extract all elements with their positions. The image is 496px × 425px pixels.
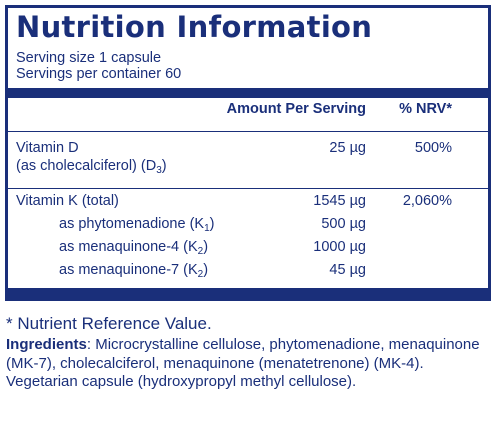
column-header-nrv: % NRV* [399, 101, 452, 117]
ingredients-text: Ingredients: Microcrystalline cellulose,… [6, 336, 490, 392]
column-header-amount: Amount Per Serving [226, 101, 366, 117]
footnote: * Nutrient Reference Value. [6, 314, 212, 333]
nrv-vitamin-k: 2,060% [402, 193, 452, 209]
nutrient-name-phytomenadione: as phytomenadione (K1) [59, 216, 215, 234]
nutrition-panel: Nutrition Information Serving size 1 cap… [5, 5, 491, 301]
nutrient-name-vitamin-k: Vitamin K (total) [16, 193, 119, 209]
amount-phytomenadione: 500 µg [321, 216, 366, 232]
thick-divider-top [8, 88, 488, 98]
divider [8, 131, 488, 132]
nutrient-name-menaquinone-4: as menaquinone-4 (K2) [59, 239, 209, 257]
ingredients-list: : Microcrystalline cellulose, phytomenad… [6, 336, 480, 390]
servings-per-container: Servings per container 60 [16, 66, 182, 82]
ingredients-label: Ingredients [6, 336, 87, 353]
thick-divider-bottom [8, 288, 488, 298]
nrv-vitamin-d: 500% [414, 140, 452, 156]
divider [8, 188, 488, 189]
serving-size: Serving size 1 capsule [16, 50, 162, 66]
amount-vitamin-d: 25 µg [329, 140, 366, 156]
panel-title: Nutrition Information [16, 10, 373, 44]
amount-menaquinone-7: 45 µg [329, 262, 366, 278]
nutrient-form-vitamin-d: (as cholecalciferol) (D3) [16, 158, 167, 176]
nutrient-name-vitamin-d: Vitamin D [16, 140, 79, 156]
amount-menaquinone-4: 1000 µg [313, 239, 366, 255]
amount-vitamin-k: 1545 µg [313, 193, 366, 209]
nutrient-name-menaquinone-7: as menaquinone-7 (K2) [59, 262, 209, 280]
